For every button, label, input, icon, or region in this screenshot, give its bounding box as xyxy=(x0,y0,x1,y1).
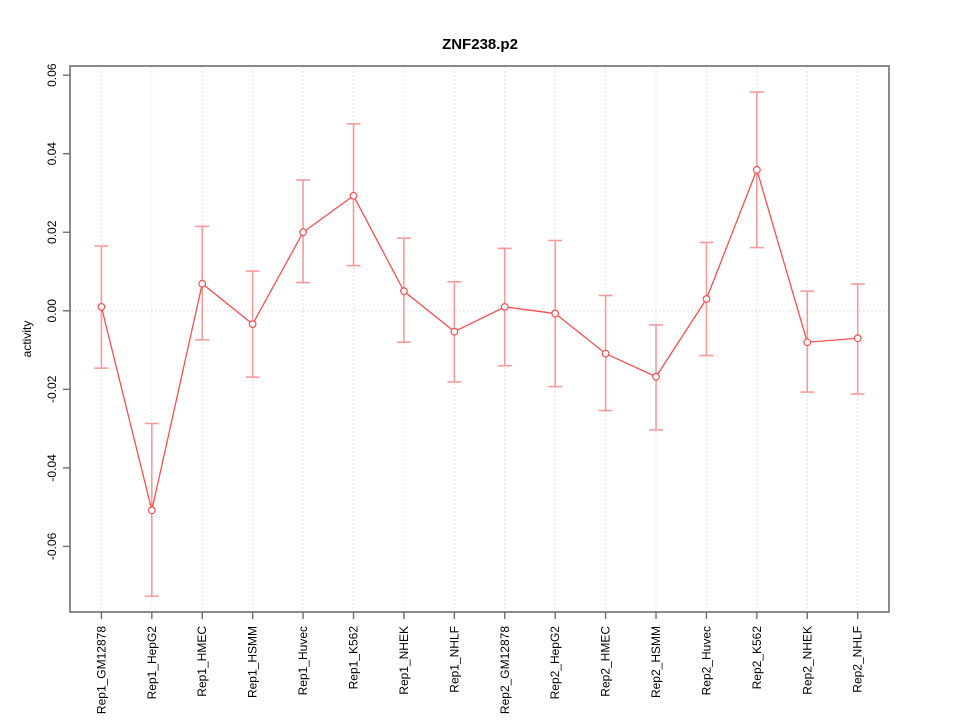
x-tick-label: Rep2_NHLF xyxy=(851,626,865,693)
x-tick-label: Rep2_NHEK xyxy=(800,626,814,695)
y-tick-label: 0.06 xyxy=(45,63,59,87)
x-axis: Rep1_GM12878 Rep1_HepG2 Rep1_HMEC Rep1_HSMM… xyxy=(94,612,865,714)
data-point-marker xyxy=(147,506,156,515)
series-line xyxy=(100,167,858,511)
x-tick-label: Rep2_K562 xyxy=(750,626,764,690)
data-point-marker xyxy=(400,287,408,296)
chart-title: ZNF238.p2 xyxy=(442,36,518,53)
data-point-marker xyxy=(97,302,106,311)
x-tick-label: Rep1_GM12878 xyxy=(94,626,108,714)
data-point-marker xyxy=(652,372,660,381)
x-tick-label: Rep2_GM12878 xyxy=(498,626,512,714)
y-tick-label: -0.06 xyxy=(45,532,59,560)
data-point-marker xyxy=(299,228,307,237)
x-tick-label: Rep1_NHLF xyxy=(447,626,461,693)
grid-lines xyxy=(71,67,888,611)
y-tick-label: -0.04 xyxy=(45,454,59,482)
error-bars xyxy=(94,91,865,598)
x-tick-label: Rep1_K562 xyxy=(347,626,361,690)
data-point-marker xyxy=(752,165,761,174)
y-tick-label: 0.02 xyxy=(45,220,59,244)
y-axis: -0.06 -0.04 -0.02 0.00 0.02 0.04 0.06 xyxy=(45,63,70,560)
data-point-marker xyxy=(248,320,257,329)
data-point-marker xyxy=(551,309,560,318)
x-tick-label: Rep2_Huvec xyxy=(699,626,713,695)
x-tick-label: Rep2_HSMM xyxy=(649,626,663,698)
y-tick-label: 0.00 xyxy=(45,299,59,323)
data-points xyxy=(97,165,862,515)
data-point-marker xyxy=(198,279,207,288)
data-point-marker xyxy=(500,302,509,311)
data-point-marker xyxy=(349,191,358,200)
x-tick-label: Rep1_HMEC xyxy=(195,626,209,697)
y-tick-label: 0.04 xyxy=(45,142,59,166)
y-axis-title: activity xyxy=(20,320,34,358)
x-tick-label: Rep1_Huvec xyxy=(296,626,310,695)
data-point-marker xyxy=(853,334,862,343)
data-point-marker xyxy=(450,327,459,336)
data-point-marker xyxy=(803,338,812,347)
x-tick-label: Rep2_HepG2 xyxy=(548,626,562,700)
x-tick-label: Rep1_HepG2 xyxy=(145,626,159,700)
plot-frame xyxy=(69,65,890,613)
data-point-marker xyxy=(702,295,711,303)
data-point-marker xyxy=(601,349,610,358)
x-tick-label: Rep1_NHEK xyxy=(397,626,411,695)
x-tick-label: Rep2_HMEC xyxy=(599,626,613,697)
y-tick-label: -0.02 xyxy=(45,375,59,403)
x-tick-label: Rep1_HSMM xyxy=(246,626,260,698)
